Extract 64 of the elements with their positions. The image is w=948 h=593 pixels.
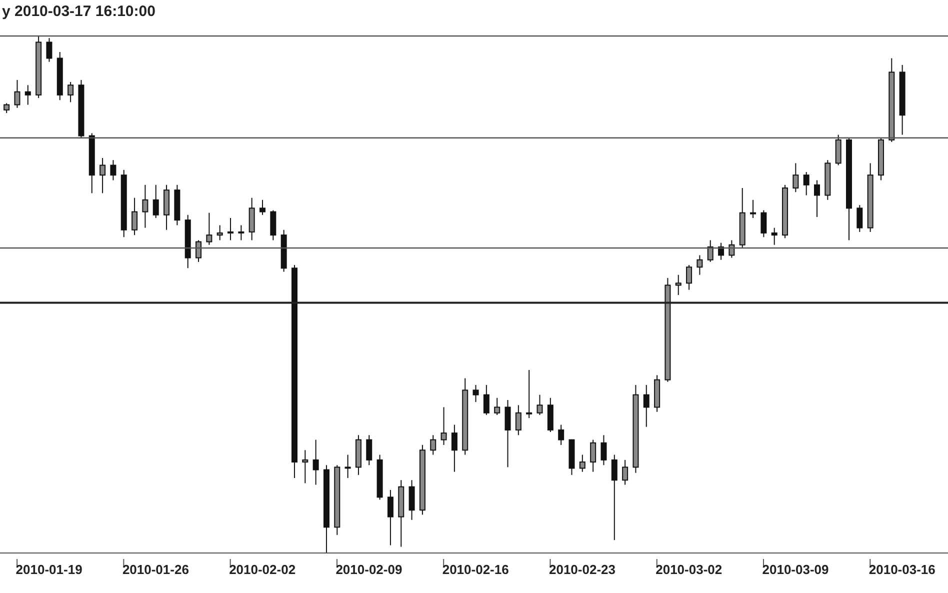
candlestick xyxy=(579,454,586,472)
x-tick-label: 2010-01-19 xyxy=(16,562,82,577)
candlestick xyxy=(494,397,500,416)
x-tick-label: 2010-03-02 xyxy=(656,562,722,577)
candlestick xyxy=(110,160,116,181)
candlestick xyxy=(344,454,351,479)
candlestick xyxy=(132,197,138,236)
candlestick xyxy=(100,158,106,194)
candlestick xyxy=(686,264,692,290)
candlestick xyxy=(611,454,618,541)
candlestick xyxy=(238,224,244,241)
candlestick xyxy=(440,406,447,446)
candlestick xyxy=(622,459,628,486)
candlestick xyxy=(430,434,436,456)
candlestick xyxy=(68,82,74,103)
x-tick-label: 2010-03-09 xyxy=(762,562,829,577)
candlestick xyxy=(504,399,511,468)
x-tick-label: 2010-03-16 xyxy=(868,562,936,577)
candlestick xyxy=(558,424,564,446)
candlestick xyxy=(835,134,842,166)
candlestick xyxy=(483,384,490,416)
candlestick xyxy=(760,210,767,238)
candlestick xyxy=(259,199,266,216)
candlestick xyxy=(792,162,799,193)
candlestick xyxy=(4,102,10,114)
candlestick xyxy=(856,204,863,232)
candlestick xyxy=(451,424,458,472)
candlestick xyxy=(142,184,148,228)
chart-title: y 2010-03-17 16:10:00 xyxy=(2,3,156,20)
candlestick xyxy=(814,180,820,218)
x-tick-label: 2010-02-16 xyxy=(442,562,509,577)
candlestick xyxy=(472,384,479,403)
candlestick xyxy=(366,434,372,466)
candlestick xyxy=(536,394,543,416)
candlestick xyxy=(387,489,394,546)
x-tick-label: 2010-02-23 xyxy=(548,562,616,577)
candlestick xyxy=(248,197,255,241)
candlestick xyxy=(750,199,756,218)
x-tick-label: 2010-01-26 xyxy=(122,562,189,577)
candlestick xyxy=(302,450,308,484)
candlestick xyxy=(216,224,223,241)
candlestick xyxy=(643,384,650,428)
candlestick xyxy=(707,240,714,262)
candlestick xyxy=(152,184,159,218)
candlestick xyxy=(270,210,276,241)
candlestick xyxy=(206,212,212,246)
candlestick xyxy=(675,274,682,296)
candlestick xyxy=(46,38,52,62)
candlestick xyxy=(696,254,703,276)
candlestick xyxy=(803,171,810,196)
candlestick xyxy=(515,404,522,436)
x-tick-label: 2010-02-02 xyxy=(229,562,296,577)
candlestick xyxy=(590,439,596,472)
candlestick xyxy=(228,217,234,241)
candlestick xyxy=(600,434,607,466)
candlestick xyxy=(312,439,319,486)
candlestick xyxy=(14,79,20,108)
candlestick xyxy=(24,84,31,106)
candlestick xyxy=(728,240,735,258)
candlestick xyxy=(196,240,202,262)
candlestick xyxy=(771,227,778,246)
x-tick-label: 2010-02-09 xyxy=(336,562,402,577)
candlestick xyxy=(526,369,532,419)
candlestick xyxy=(408,480,415,520)
